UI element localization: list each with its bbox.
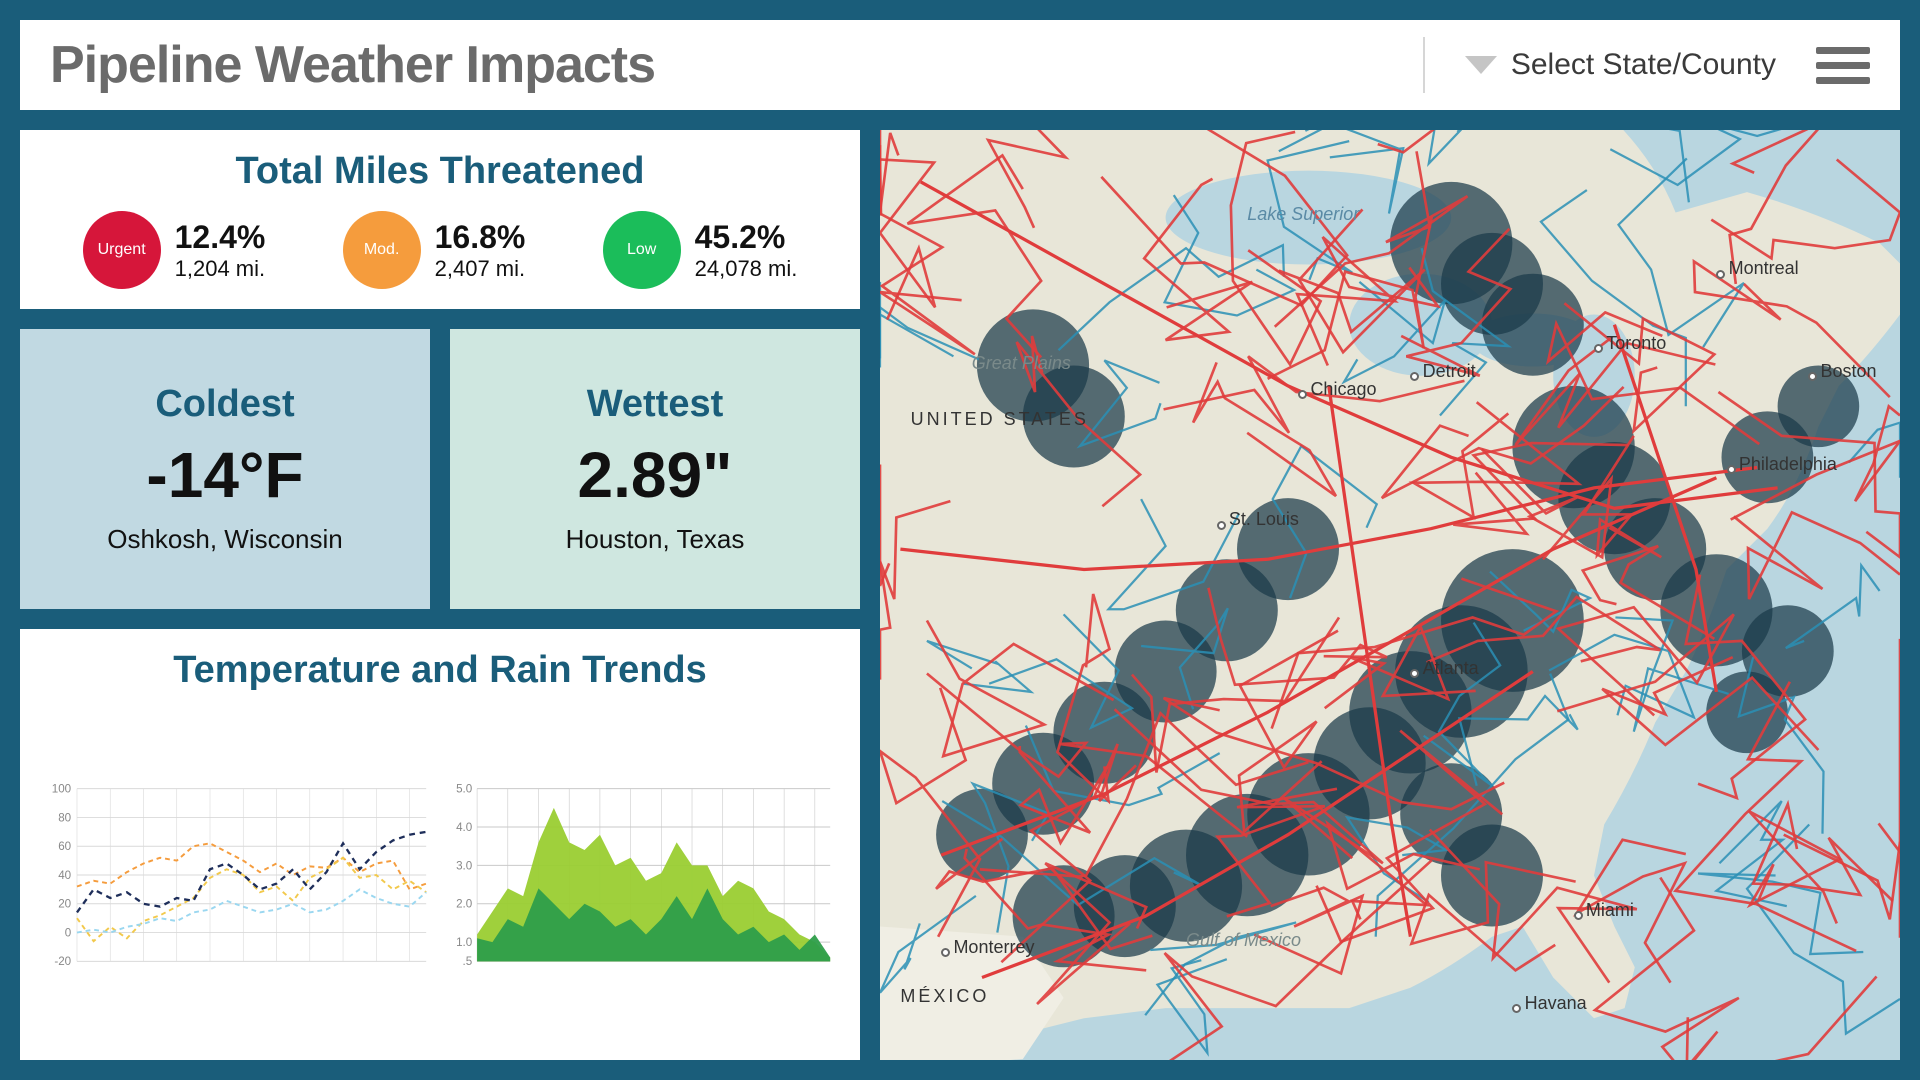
hamburger-line-icon [1816,62,1870,69]
svg-text:100: 100 [52,783,72,796]
city-label: Atlanta [1423,658,1479,679]
threat-level-icon: Low [603,211,681,289]
threat-values: 16.8% 2,407 mi. [435,219,526,282]
svg-text:3.0: 3.0 [456,859,473,872]
city-label: Detroit [1423,361,1476,382]
coldest-title: Coldest [155,383,294,426]
header-bar: Pipeline Weather Impacts Select State/Co… [20,20,1900,110]
city-label: Monterrey [953,937,1034,958]
city-label: Boston [1820,361,1876,382]
threat-percent: 45.2% [695,219,798,256]
threat-percent: 12.4% [175,219,266,256]
city-label: Chicago [1310,379,1376,400]
trends-title: Temperature and Rain Trends [44,649,836,692]
wettest-value: 2.89" [578,438,733,512]
stat-cards-row: Coldest -14°F Oshkosh, Wisconsin Wettest… [20,329,860,609]
svg-text:0: 0 [65,926,72,939]
threat-values: 45.2% 24,078 mi. [695,219,798,282]
threat-item: Low 45.2% 24,078 mi. [603,211,798,289]
map-region-label: Great Plains [972,353,1071,374]
svg-text:80: 80 [58,811,71,824]
city-marker-icon [1217,521,1226,530]
city-label: St. Louis [1229,509,1299,530]
coldest-card: Coldest -14°F Oshkosh, Wisconsin [20,329,430,609]
rain-chart: .5 1.0 2.0 3.0 4.0 5.0 [448,710,836,1040]
city-marker-icon [1574,911,1583,920]
threat-item: Mod. 16.8% 2,407 mi. [343,211,526,289]
header-controls: Select State/County [1423,37,1870,93]
hamburger-line-icon [1816,77,1870,84]
map-region-label: UNITED STATES [911,409,1089,430]
temperature-chart: -20 0 20 40 60 80 100 [44,710,432,1040]
svg-text:40: 40 [58,869,71,882]
threat-miles: 24,078 mi. [695,256,798,282]
svg-text:-20: -20 [54,955,71,968]
svg-text:20: 20 [58,898,71,911]
threat-values: 12.4% 1,204 mi. [175,219,266,282]
threat-item: Urgent 12.4% 1,204 mi. [83,211,266,289]
left-column: Total Miles Threatened Urgent 12.4% 1,20… [20,130,860,1060]
threat-title: Total Miles Threatened [44,150,836,193]
map-region-label: Gulf of Mexico [1186,930,1301,951]
trends-card: Temperature and Rain Trends -20 0 20 40 60 80… [20,629,860,1060]
threat-miles: 2,407 mi. [435,256,526,282]
threat-percent: 16.8% [435,219,526,256]
svg-text:4.0: 4.0 [456,821,473,834]
state-county-selector[interactable]: Select State/County [1423,37,1776,93]
city-label: Philadelphia [1739,454,1837,475]
city-marker-icon [1727,465,1736,474]
charts-row: -20 0 20 40 60 80 100 .5 1.0 2.0 3.0 4.0 5.0 [44,710,836,1040]
threat-level-icon: Urgent [83,211,161,289]
threat-card: Total Miles Threatened Urgent 12.4% 1,20… [20,130,860,309]
svg-text:60: 60 [58,840,71,853]
city-label: Montreal [1729,258,1799,279]
coldest-value: -14°F [146,438,303,512]
hamburger-line-icon [1816,47,1870,54]
wettest-location: Houston, Texas [566,524,745,555]
svg-text:.5: .5 [463,955,473,968]
threat-level-icon: Mod. [343,211,421,289]
city-label: Miami [1586,900,1634,921]
svg-text:5.0: 5.0 [456,783,473,796]
main-content: Total Miles Threatened Urgent 12.4% 1,20… [20,130,1900,1060]
city-marker-icon [1716,270,1725,279]
page-title: Pipeline Weather Impacts [50,35,655,95]
wettest-title: Wettest [587,383,724,426]
map-region-label: MÉXICO [900,986,989,1007]
coldest-location: Oshkosh, Wisconsin [107,524,343,555]
city-label: Havana [1525,993,1587,1014]
city-marker-icon [1808,372,1817,381]
chevron-down-icon [1465,56,1497,74]
menu-button[interactable] [1816,47,1870,84]
threat-miles: 1,204 mi. [175,256,266,282]
state-selector-label: Select State/County [1511,48,1776,82]
city-label: Toronto [1606,333,1666,354]
map-region-label: Lake Superior [1247,204,1359,225]
threat-row: Urgent 12.4% 1,204 mi. Mod. 16.8% 2,407 … [44,211,836,289]
wettest-card: Wettest 2.89" Houston, Texas [450,329,860,609]
city-marker-icon [1594,344,1603,353]
svg-text:2.0: 2.0 [456,898,473,911]
svg-text:1.0: 1.0 [456,936,473,949]
pipeline-map[interactable]: Lake Superior Great Plains UNITED STATES Gu… [880,130,1900,1060]
